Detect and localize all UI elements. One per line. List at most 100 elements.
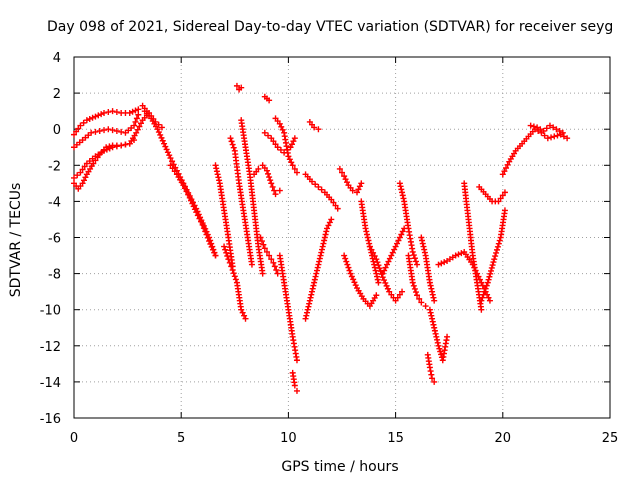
- data-point: [207, 240, 214, 247]
- data-point: [268, 256, 275, 263]
- data-point: [434, 339, 441, 346]
- data-point: [90, 160, 97, 167]
- data-point: [268, 135, 275, 142]
- data-point: [564, 135, 571, 142]
- data-point: [185, 191, 192, 198]
- data-point: [342, 176, 349, 183]
- data-point: [418, 299, 425, 306]
- data-point: [213, 165, 220, 172]
- x-tick-label: 5: [177, 431, 185, 446]
- data-point: [435, 342, 442, 349]
- data-point: [385, 258, 392, 265]
- data-point: [495, 240, 502, 247]
- data-point: [328, 196, 335, 203]
- series-arc-ac: [418, 234, 438, 304]
- data-point: [257, 234, 264, 241]
- data-point: [163, 146, 170, 153]
- data-point: [211, 249, 218, 256]
- data-point: [527, 122, 534, 129]
- data-point: [166, 152, 173, 159]
- y-tick-label: -6: [48, 232, 61, 247]
- data-point: [265, 170, 272, 177]
- data-point: [261, 245, 268, 252]
- data-point: [501, 189, 508, 196]
- series-arc-aj: [499, 126, 571, 178]
- y-tick-label: -4: [48, 195, 61, 210]
- data-point: [321, 234, 328, 241]
- data-point: [399, 189, 406, 196]
- data-point: [321, 237, 328, 244]
- data-point: [315, 183, 322, 190]
- data-point: [325, 222, 332, 229]
- data-point: [395, 237, 402, 244]
- data-point: [431, 327, 438, 334]
- data-point: [432, 330, 439, 337]
- data-point: [228, 138, 235, 145]
- data-point: [495, 198, 502, 205]
- y-tick-label: 0: [53, 123, 61, 138]
- data-point: [420, 243, 427, 250]
- chart-title: Day 098 of 2021, Sidereal Day-to-day VTE…: [47, 19, 614, 35]
- data-point: [79, 180, 86, 187]
- data-point: [490, 259, 497, 266]
- data-point: [212, 252, 219, 259]
- data-point: [364, 231, 371, 238]
- data-point: [540, 128, 547, 135]
- data-point: [169, 158, 176, 165]
- data-point: [307, 294, 314, 301]
- x-axis-label: GPS time / hours: [281, 459, 398, 475]
- data-point: [194, 212, 201, 219]
- data-point: [274, 144, 281, 151]
- data-point: [492, 253, 499, 260]
- data-point: [180, 182, 187, 189]
- data-point: [433, 333, 440, 340]
- data-point: [455, 251, 462, 258]
- data-point: [418, 234, 425, 241]
- series-arc-d: [71, 137, 138, 181]
- data-point: [444, 333, 451, 340]
- data-point: [263, 248, 270, 255]
- data-point: [312, 273, 319, 280]
- data-point: [493, 249, 500, 256]
- data-point: [215, 174, 222, 181]
- data-point: [238, 84, 245, 91]
- data-point: [200, 225, 207, 232]
- data-point: [427, 368, 434, 375]
- data-point: [311, 124, 318, 131]
- data-point: [134, 126, 141, 133]
- data-point: [530, 123, 537, 130]
- data-point: [232, 276, 239, 283]
- data-point: [132, 118, 139, 125]
- data-point: [202, 228, 209, 235]
- series-arc-n: [257, 234, 281, 277]
- data-point: [272, 141, 279, 148]
- data-point: [285, 153, 292, 160]
- data-point: [81, 177, 88, 184]
- data-point: [365, 237, 372, 244]
- data-point: [131, 137, 138, 144]
- data-point: [161, 140, 168, 147]
- data-point: [431, 297, 438, 304]
- data-point: [546, 122, 553, 129]
- data-point: [271, 263, 278, 270]
- data-point: [334, 205, 341, 212]
- data-point: [288, 141, 295, 148]
- data-point: [316, 255, 323, 262]
- data-point: [550, 124, 557, 131]
- data-point: [269, 183, 276, 190]
- data-point: [270, 138, 277, 145]
- data-point: [427, 282, 434, 289]
- data-point: [388, 252, 395, 259]
- data-point: [436, 345, 443, 352]
- data-point: [74, 172, 81, 179]
- data-point: [318, 246, 325, 253]
- data-point: [339, 169, 345, 176]
- data-point: [199, 221, 206, 228]
- series-arc-a: [71, 102, 150, 138]
- data-point: [373, 270, 380, 277]
- data-point: [388, 291, 395, 298]
- data-point: [396, 234, 403, 241]
- data-point: [381, 277, 388, 284]
- data-point: [499, 171, 506, 178]
- data-point: [314, 264, 321, 271]
